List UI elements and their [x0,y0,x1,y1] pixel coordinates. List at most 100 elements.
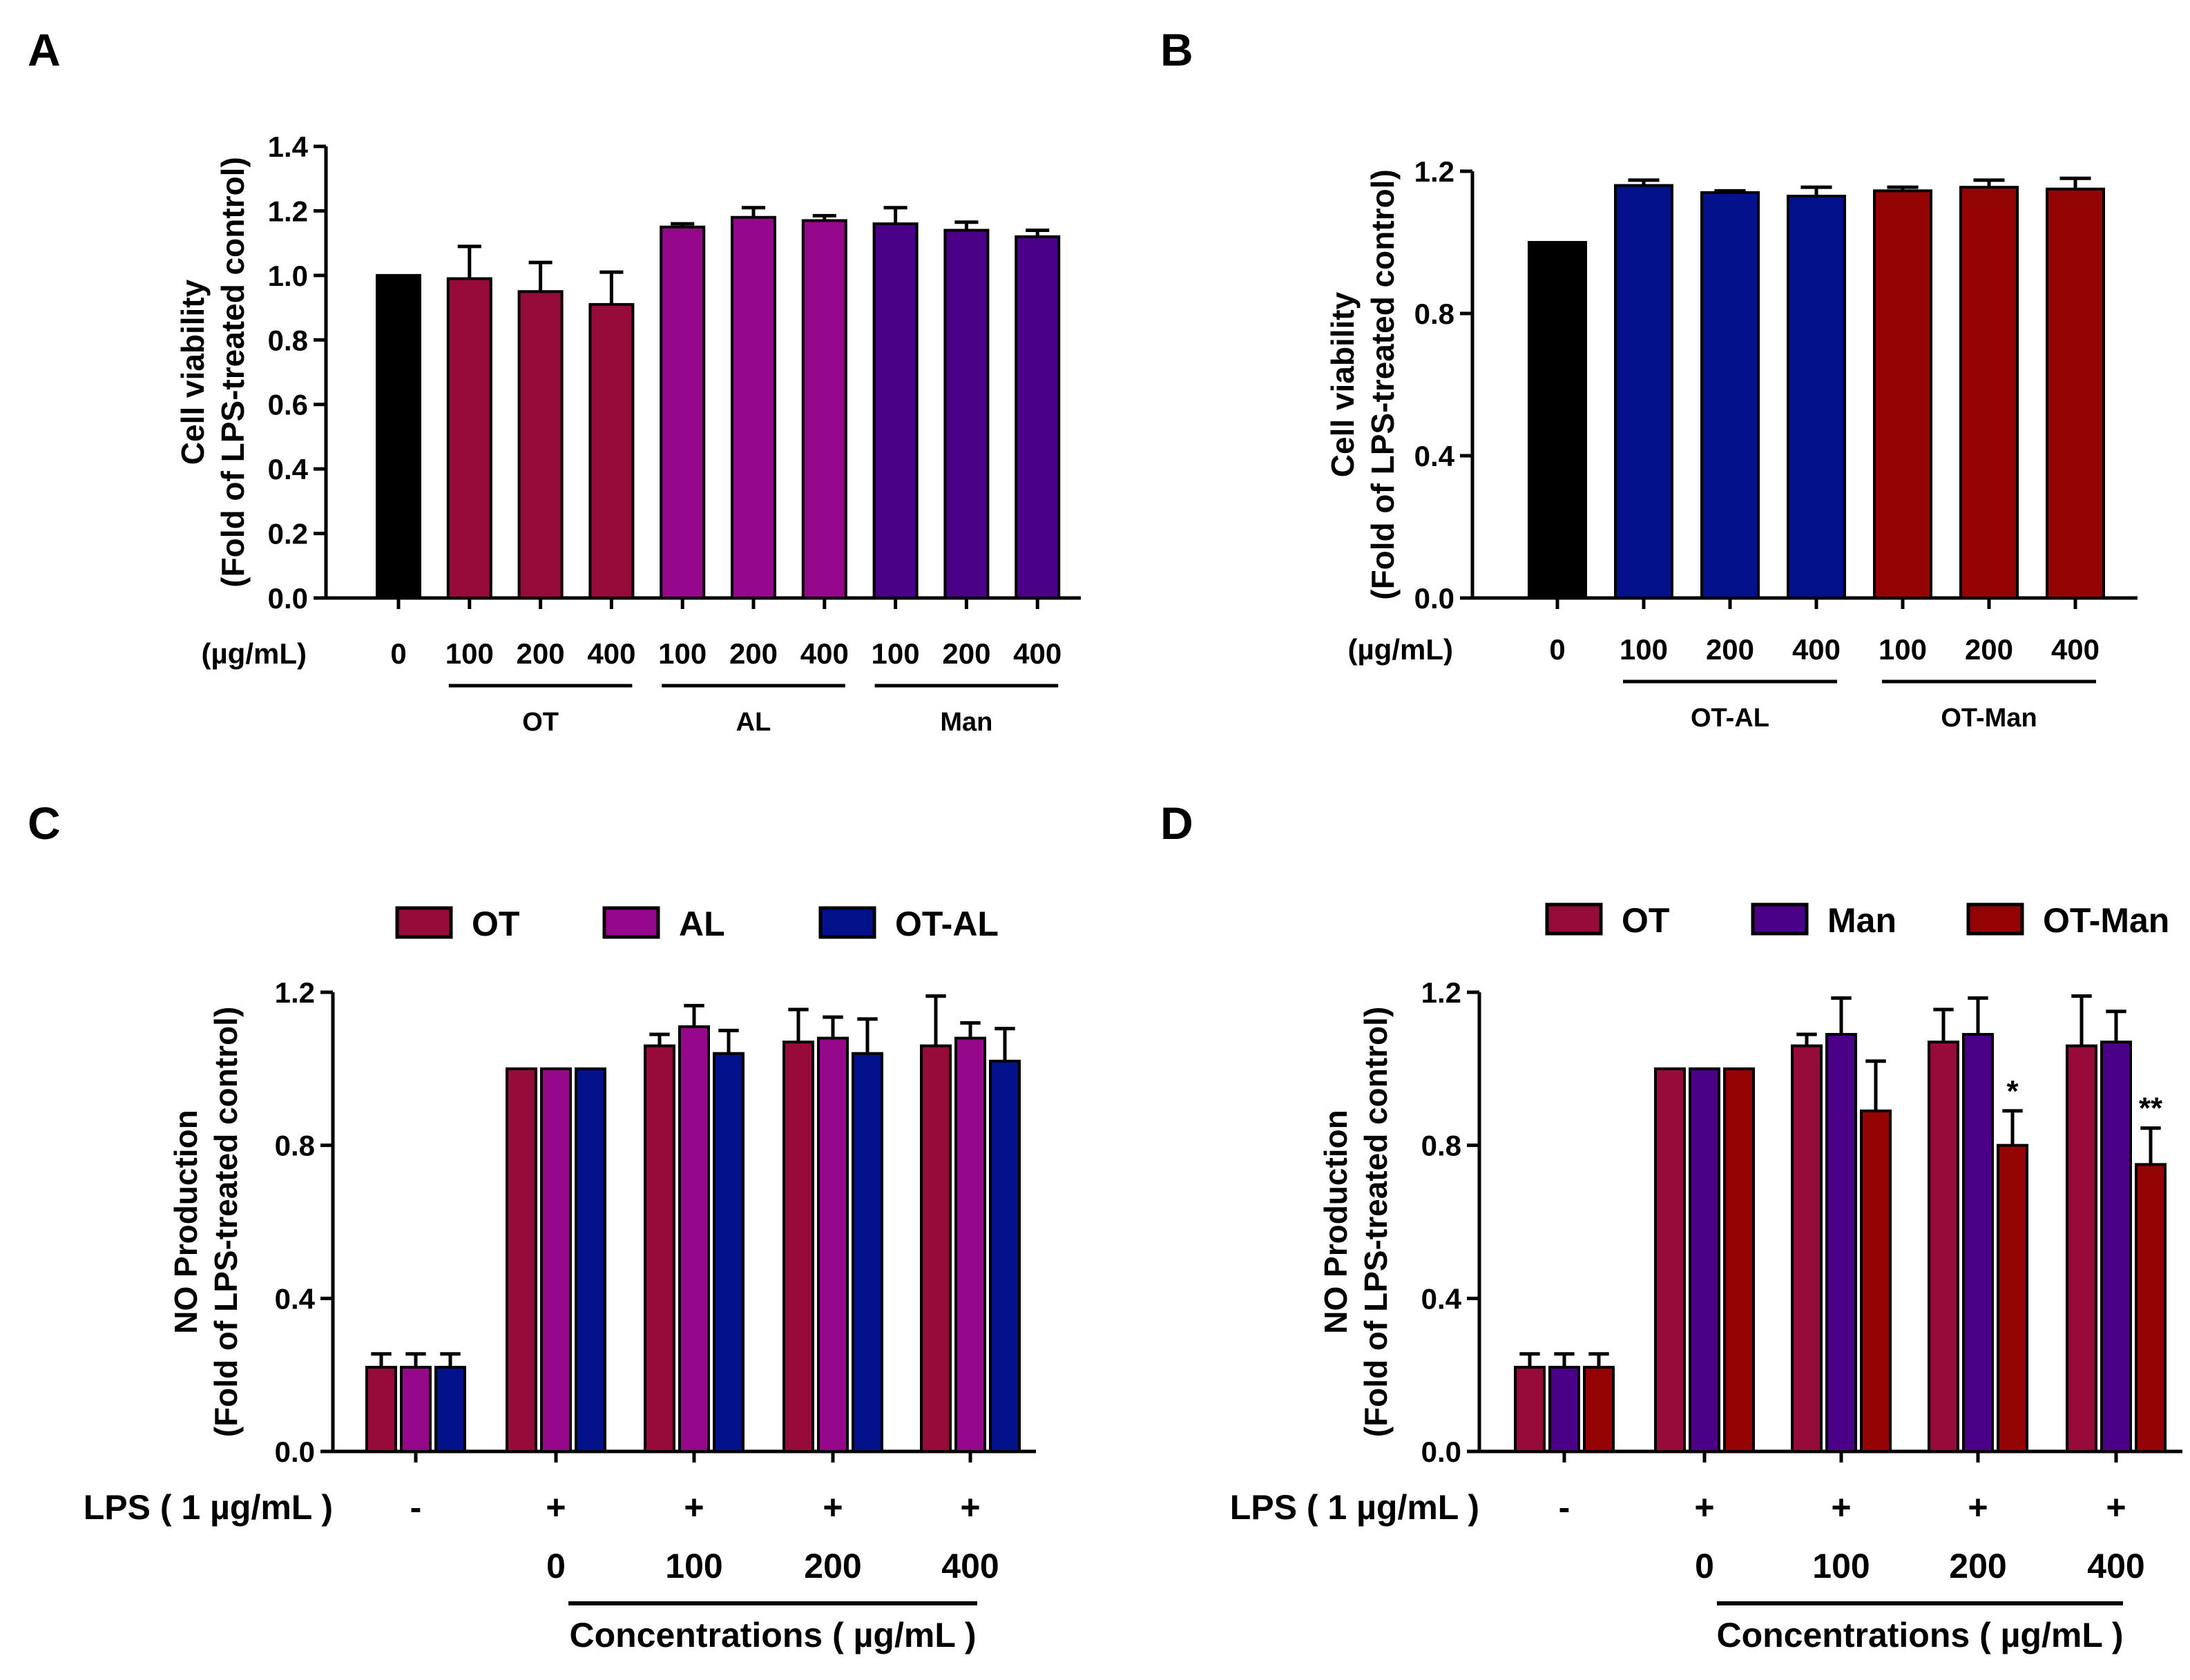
y-axis-label-line-1: NO Production [1318,1110,1354,1334]
bar-al [801,219,847,599]
error-bar [457,244,481,279]
bar-al [400,1366,432,1454]
panel-letter-c: C [28,798,61,849]
concentration-label: 100 [665,1547,722,1585]
error-bar [2106,1010,2126,1043]
bar-man [943,229,990,599]
x-category-label: 200 [1965,633,2013,666]
y-tick-label: 0.0 [268,582,308,615]
y-axis-label-line-1: NO Production [168,1110,204,1334]
error-bar [528,260,553,292]
y-tick-label: 1.2 [1421,976,1461,1009]
bar-man [2100,1041,2132,1453]
y-tick-label: 1.4 [268,131,309,163]
error-bar [823,1015,843,1039]
x-category-label: 200 [1706,633,1754,666]
unit-row-label: (µg/mL) [1348,633,1454,666]
error-bar [788,1007,809,1043]
y-tick-label: 0.6 [268,389,308,421]
y-tick-label: 0.4 [268,453,309,485]
legend-label-ot-man: OT-Man [2043,901,2169,940]
bar-al [731,215,776,599]
concentration-label: 0 [546,1547,566,1585]
bar-ot [2066,1044,2097,1454]
x-category-label: 200 [517,637,565,670]
error-bar [1554,1352,1575,1368]
y-tick-label: 0.8 [1414,298,1454,330]
bar-ot-al [852,1052,883,1453]
y-axis-label: NO Production (Fold of LPS-treated contro… [1318,1007,1394,1438]
bar-al [540,1067,572,1454]
lps-sign: - [1559,1488,1571,1527]
legend-swatch-ot-man [1966,902,2024,936]
bar-ot-al [989,1059,1021,1453]
error-bar [2002,1109,2023,1146]
legend-swatch-ot [395,906,453,939]
y-axis-label: Cell viability (Fold of LPS-treated contr… [175,157,251,588]
error-bar [925,994,946,1046]
bar-ot-al [1700,191,1760,599]
bar-al [817,1036,849,1453]
y-axis-label-line-2: (Fold of LPS-treated control) [208,1007,244,1438]
bar-man [1548,1366,1580,1454]
error-bar [440,1352,461,1368]
error-bar [857,1017,878,1054]
bar-ot [446,277,492,599]
bar-ot [644,1044,675,1454]
group-label: OT-AL [1691,704,1769,733]
error-bar [995,1027,1015,1061]
bar-ot-al [575,1067,606,1454]
bar-ot-man [2135,1163,2167,1453]
concentration-label: 400 [2087,1547,2144,1585]
lps-sign: - [410,1488,422,1527]
bar-ot [782,1041,814,1453]
bar-al [660,225,706,599]
legend-label-ot-al: OT-AL [895,905,999,943]
bar-ot-man [1959,186,2019,599]
significance-marker: ** [2139,1092,2163,1126]
y-tick-label: 0.0 [275,1436,315,1468]
bar-ot-man [1583,1366,1615,1454]
error-bar [371,1352,392,1368]
bar-ot-al [434,1366,466,1454]
lps-sign: + [2106,1488,2126,1527]
legend-swatch-al [602,906,660,939]
concentration-label: 200 [804,1547,861,1585]
y-axis-label-line-1: Cell viability [175,279,211,465]
bar-man [872,222,919,600]
bar-ot [1791,1044,1823,1454]
x-category-label: 200 [729,637,778,670]
group-label: Man [940,708,992,737]
concentration-label: 100 [1812,1547,1870,1585]
x-category-label: 400 [1792,633,1841,666]
y-tick-label: 0.0 [1421,1436,1461,1468]
bar-ot [1514,1366,1546,1454]
x-category-label: 100 [445,637,494,670]
error-bar [1588,1352,1609,1368]
error-bar [1933,1007,1954,1043]
lps-row-label: LPS ( 1 µg/mL ) [1230,1488,1479,1527]
error-bar [1800,185,1832,197]
lps-sign: + [1968,1488,1988,1527]
bar-ot [1928,1041,1959,1453]
legend-swatch-ot-al [818,906,876,939]
bar-ot-man [1860,1109,1892,1453]
significance-marker: * [2006,1074,2019,1108]
y-tick-label: 0.4 [1421,1282,1462,1315]
y-tick-label: 1.2 [1414,155,1454,188]
error-bar [718,1028,739,1054]
legend-label-ot: OT [472,905,519,943]
x-category-label: 100 [1620,633,1668,666]
bar-ot [506,1067,537,1454]
y-tick-label: 0.4 [1414,440,1455,472]
lps-sign: + [684,1488,704,1527]
error-bar [1831,996,1852,1034]
y-tick-label: 1.2 [268,195,308,227]
legend-swatch-ot [1545,902,1603,936]
y-tick-label: 0.8 [275,1130,315,1162]
legend-label-man: Man [1827,901,1896,940]
group-label: AL [736,708,771,737]
panel-letter-a: A [28,24,61,75]
y-tick-label: 0.4 [275,1282,316,1315]
